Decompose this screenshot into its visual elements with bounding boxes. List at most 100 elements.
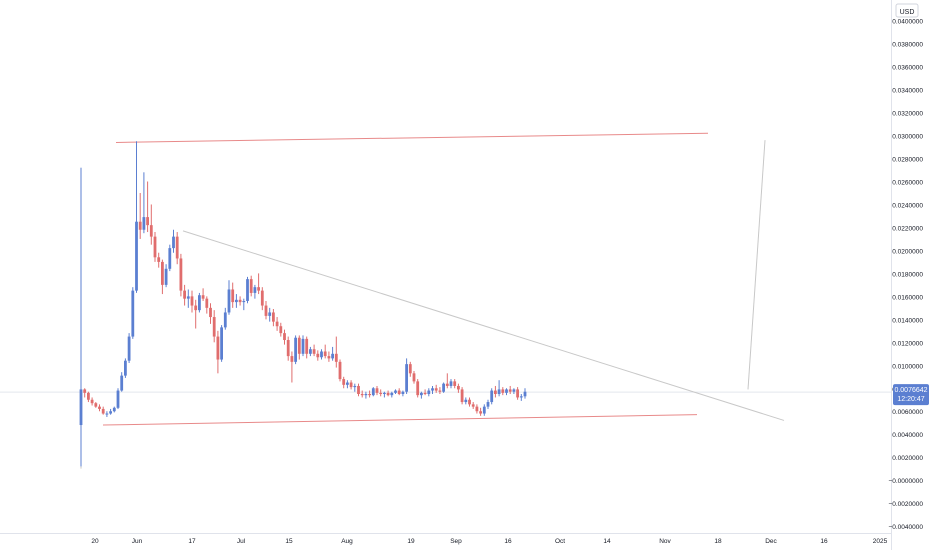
candle-body[interactable] [394, 390, 397, 393]
candle-body[interactable] [283, 333, 286, 341]
candle-body[interactable] [264, 305, 268, 316]
candle-body[interactable] [453, 381, 457, 386]
candle-body[interactable] [286, 340, 290, 357]
candle-body[interactable] [445, 383, 449, 386]
candle-body[interactable] [508, 389, 512, 392]
candle-body[interactable] [212, 317, 216, 337]
candle-body[interactable] [116, 390, 120, 408]
candle-body[interactable] [320, 351, 323, 358]
candle-body[interactable] [194, 305, 198, 311]
candle-body[interactable] [523, 391, 527, 397]
candle-body[interactable] [368, 394, 371, 396]
candle-body[interactable] [279, 326, 283, 334]
candle-body[interactable] [105, 413, 109, 415]
candle-body[interactable] [94, 403, 98, 407]
candle-body[interactable] [83, 389, 87, 393]
candle-body[interactable] [109, 411, 112, 414]
candle-body[interactable] [272, 312, 275, 322]
candle-body[interactable] [449, 381, 453, 386]
time-axis[interactable]: 20 Jun 17 Jul 15 Aug 19 Sep 16 Oct 14 Nov 18 Dec 16 202… [0, 533, 891, 546]
candle-body[interactable] [168, 248, 172, 269]
candle-body[interactable] [179, 258, 183, 291]
candle-body[interactable] [516, 389, 519, 398]
candle-body[interactable] [275, 321, 279, 327]
candle-body[interactable] [216, 336, 220, 360]
candle-body[interactable] [390, 392, 394, 396]
candle-body[interactable] [482, 406, 486, 414]
projection-line[interactable] [747, 140, 766, 390]
candle-body[interactable] [161, 261, 164, 285]
candle-body[interactable] [290, 356, 294, 362]
candle-body[interactable] [505, 389, 508, 393]
candle-body[interactable] [120, 375, 124, 391]
candle-body[interactable] [223, 312, 227, 328]
candle-body[interactable] [431, 388, 434, 391]
candle-body[interactable] [142, 217, 146, 230]
candle-body[interactable] [408, 364, 412, 374]
candle-body[interactable] [209, 307, 212, 318]
candle-body[interactable] [379, 392, 383, 395]
candle-body[interactable] [497, 389, 501, 395]
candle-body[interactable] [268, 312, 272, 316]
candle-body[interactable] [235, 299, 238, 303]
candle-body[interactable] [294, 337, 297, 362]
candle-body[interactable] [375, 388, 379, 393]
candle-body[interactable] [349, 382, 353, 388]
candle-body[interactable] [346, 382, 349, 385]
candle-body[interactable] [249, 279, 253, 293]
candle-body[interactable] [383, 392, 386, 395]
candle-body[interactable] [360, 394, 364, 396]
candle-body[interactable] [220, 327, 223, 360]
candle-body[interactable] [412, 373, 416, 382]
candle-body[interactable] [501, 389, 505, 393]
candle-body[interactable] [386, 392, 390, 396]
resistance-line[interactable] [115, 132, 709, 143]
candle-body[interactable] [486, 402, 490, 407]
candle-body[interactable] [153, 236, 157, 258]
candle-body[interactable] [331, 353, 334, 359]
candle-body[interactable] [353, 385, 357, 388]
candle-body[interactable] [316, 353, 320, 358]
candle-body[interactable] [371, 388, 375, 396]
candle-body[interactable] [246, 279, 249, 301]
candle-body[interactable] [242, 300, 246, 303]
candle-body[interactable] [253, 287, 257, 293]
candle-body[interactable] [146, 217, 149, 226]
candle-body[interactable] [312, 349, 316, 354]
candle-body[interactable] [127, 336, 131, 361]
candle-body[interactable] [138, 221, 142, 230]
candle-body[interactable] [416, 381, 420, 396]
candle-body[interactable] [305, 338, 309, 354]
candle-body[interactable] [135, 221, 138, 291]
candle-body[interactable] [442, 383, 445, 392]
candle-body[interactable] [260, 290, 264, 306]
candles-layer[interactable] [79, 141, 527, 467]
candle-body[interactable] [519, 396, 523, 398]
candle-body[interactable] [479, 411, 482, 414]
candle-body[interactable] [79, 389, 83, 426]
candle-body[interactable] [183, 290, 186, 299]
candle-body[interactable] [101, 408, 105, 414]
candle-body[interactable] [397, 390, 401, 395]
candle-body[interactable] [205, 298, 209, 308]
support-line[interactable] [102, 414, 698, 426]
candle-body[interactable] [87, 392, 90, 400]
candle-body[interactable] [438, 390, 442, 392]
candle-body[interactable] [401, 391, 405, 395]
candle-body[interactable] [364, 394, 368, 396]
candle-body[interactable] [405, 364, 408, 392]
candle-body[interactable] [231, 289, 235, 303]
candle-body[interactable] [198, 295, 201, 311]
candle-body[interactable] [494, 390, 497, 395]
candle-body[interactable] [98, 406, 101, 409]
candle-body[interactable] [90, 399, 94, 404]
candle-body[interactable] [357, 385, 360, 395]
candle-body[interactable] [460, 389, 464, 403]
candle-body[interactable] [512, 389, 516, 392]
candle-body[interactable] [434, 388, 438, 391]
candle-body[interactable] [112, 407, 116, 412]
candle-body[interactable] [471, 404, 475, 407]
descending-trendline[interactable] [182, 230, 785, 421]
candle-body[interactable] [157, 257, 161, 262]
